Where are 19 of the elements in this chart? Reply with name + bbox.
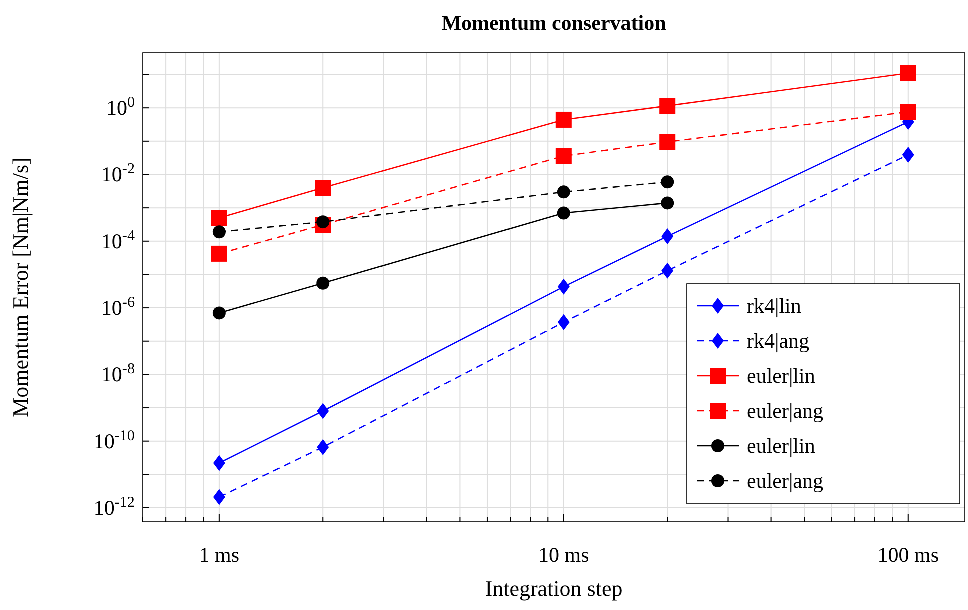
- y-tick-label: 10$^{-12}$: [94, 494, 135, 520]
- y-axis-title: Momentum Error [Nm|Nm/s]: [8, 158, 33, 418]
- x-tick-label: 100 ms: [878, 543, 940, 567]
- legend-label: euler|ang: [747, 469, 824, 493]
- y-tick-label: 10$^{-2}$: [101, 162, 135, 187]
- legend-label: euler|lin: [747, 364, 816, 388]
- x-axis-title: Integration step: [485, 576, 623, 601]
- x-tick-label: 1 ms: [199, 543, 240, 567]
- x-tick-label: 10 ms: [538, 543, 590, 567]
- y-tick-label: 10$^{-4}$: [101, 228, 136, 254]
- legend-label: euler|lin: [747, 434, 816, 458]
- y-tick-label: 10$^{0}$: [106, 95, 135, 120]
- legend-label: euler|ang: [747, 399, 824, 423]
- y-tick-label: 10$^{-6}$: [101, 295, 136, 320]
- y-tick-label: 10$^{-10}$: [94, 428, 135, 454]
- y-tick-label: 10$^{-8}$: [101, 362, 135, 387]
- legend-label: rk4|ang: [747, 329, 810, 353]
- legend-label: rk4|lin: [747, 294, 802, 318]
- chart-title: Momentum conservation: [442, 11, 667, 35]
